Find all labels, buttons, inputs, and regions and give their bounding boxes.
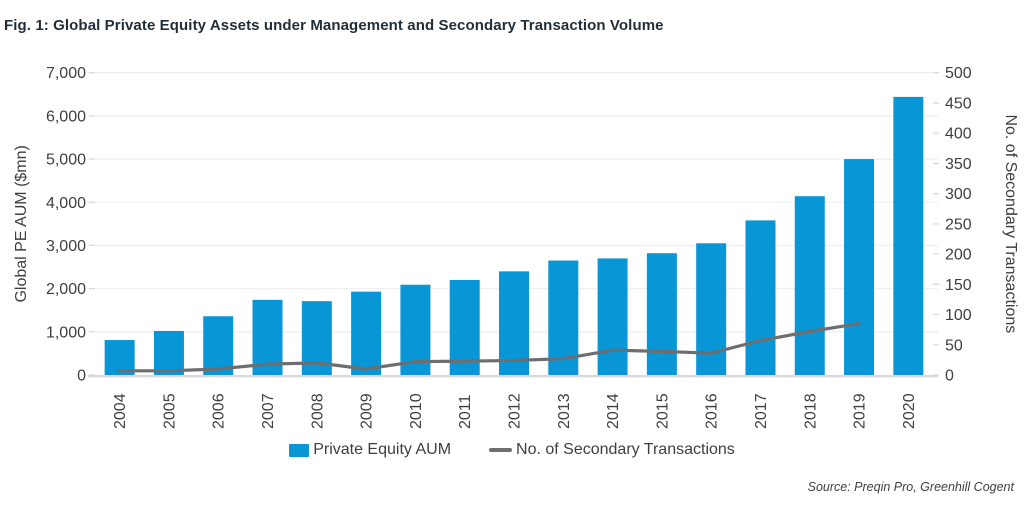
- y-right-tick-label: 150: [945, 277, 972, 294]
- line-swatch-icon: [489, 448, 513, 452]
- aum-bar-2004: [104, 340, 135, 375]
- aum-bar-2016: [696, 243, 727, 375]
- legend-item-secondary-transactions: No. of Secondary Transactions: [489, 441, 735, 459]
- x-tick-label-2005: 2005: [161, 393, 178, 429]
- legend-item-private-equity-aum: Private Equity AUM: [289, 441, 451, 459]
- x-tick-label-2019: 2019: [852, 393, 869, 429]
- y-left-tick-label: 4,000: [46, 195, 86, 212]
- y-left-tick-label: 0: [77, 368, 86, 385]
- x-tick-label-2006: 2006: [211, 393, 228, 429]
- y-right-tick-label: 400: [945, 126, 972, 143]
- x-tick-label-2015: 2015: [654, 393, 671, 429]
- x-tick-label-2016: 2016: [704, 393, 721, 429]
- legend-label-private-equity-aum: Private Equity AUM: [313, 441, 452, 458]
- y-left-tick-label: 7,000: [46, 65, 86, 82]
- x-tick-label-2010: 2010: [408, 393, 425, 429]
- y-right-tick-label: 500: [945, 65, 972, 82]
- aum-bar-2005: [153, 330, 184, 375]
- x-tick-label-2004: 2004: [112, 393, 129, 429]
- y-left-axis-title: Global PE AUM ($mn): [13, 145, 30, 302]
- secondary-transactions-line: [118, 322, 861, 373]
- y-right-tick-label: 50: [945, 337, 963, 354]
- y-left-tick-label: 3,000: [46, 238, 86, 255]
- x-tick-label-2009: 2009: [359, 393, 376, 429]
- x-tick-label-2007: 2007: [260, 393, 277, 429]
- x-tick-label-2018: 2018: [802, 393, 819, 429]
- aum-bar-2017: [745, 220, 776, 375]
- aum-bar-2015: [646, 253, 677, 375]
- aum-bar-2012: [499, 271, 529, 375]
- aum-bar-2020: [893, 96, 924, 375]
- source-note: Source: Preqin Pro, Greenhill Cogent: [807, 480, 1014, 494]
- x-tick-label-2020: 2020: [901, 393, 918, 429]
- aum-bar-2014: [597, 258, 628, 375]
- y-left-tick-label: 1,000: [46, 324, 86, 341]
- y-right-tick-label: 0: [945, 368, 954, 385]
- y-right-tick-label: 250: [945, 216, 972, 233]
- x-tick-label-2017: 2017: [753, 393, 770, 429]
- aum-bar-2019: [844, 159, 875, 375]
- aum-bar-2009: [351, 291, 382, 375]
- chart-legend: Private Equity AUM No. of Secondary Tran…: [0, 441, 1024, 459]
- y-left-tick-label: 2,000: [46, 281, 86, 298]
- y-right-tick-label: 350: [945, 156, 972, 173]
- aum-bar-2011: [449, 279, 480, 375]
- y-left-tick-label: 5,000: [46, 152, 86, 169]
- x-tick-label-2014: 2014: [605, 393, 622, 429]
- aum-bar-2010: [400, 284, 431, 375]
- figure-title: Fig. 1: Global Private Equity Assets und…: [4, 17, 664, 34]
- bar-swatch-icon: [289, 443, 310, 457]
- x-tick-label-2012: 2012: [507, 393, 524, 429]
- y-right-tick-label: 450: [945, 95, 972, 112]
- x-tick-label-2011: 2011: [457, 394, 474, 429]
- x-tick-label-2008: 2008: [309, 393, 326, 429]
- aum-bar-2018: [794, 196, 825, 375]
- legend-label-secondary-transactions: No. of Secondary Transactions: [516, 441, 735, 458]
- y-right-axis-title: No. of Secondary Transactions: [1002, 114, 1019, 333]
- x-tick-label-2013: 2013: [556, 393, 573, 429]
- y-right-tick-label: 300: [945, 186, 972, 203]
- x-axis-line: [88, 375, 938, 378]
- y-left-tick-label: 6,000: [46, 108, 86, 125]
- aum-bar-2006: [203, 316, 234, 375]
- y-right-tick-label: 200: [945, 247, 972, 264]
- y-right-tick-label: 100: [945, 307, 972, 324]
